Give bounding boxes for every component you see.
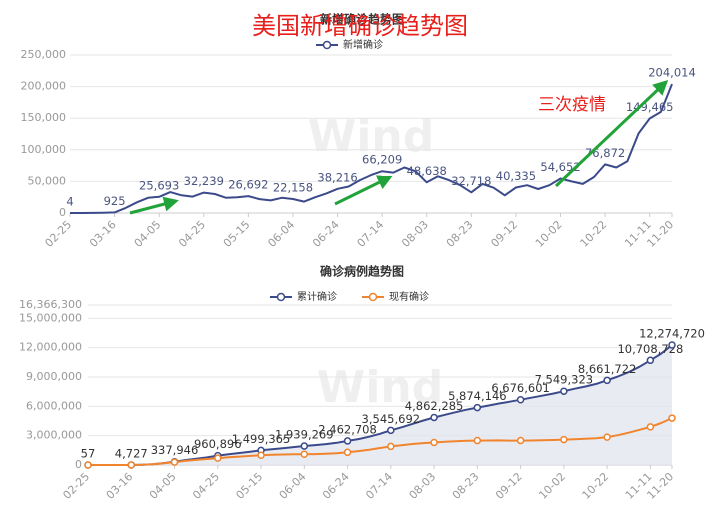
point — [343, 437, 352, 445]
data-label: 1,499,365 — [232, 432, 291, 446]
legend-marker — [368, 292, 378, 302]
point — [84, 461, 92, 469]
point — [668, 414, 676, 422]
data-label: 7,549,323 — [535, 373, 594, 387]
series-line — [70, 83, 673, 214]
watermark: Wind — [317, 362, 443, 413]
legend-label: 新增确诊 — [343, 38, 383, 51]
y-tick-label: 100,000 — [21, 143, 67, 156]
data-label: 57 — [81, 446, 96, 460]
data-label: 25,693 — [139, 178, 179, 192]
point — [516, 395, 525, 404]
legend-marker — [322, 40, 332, 50]
data-label: 38,216 — [317, 170, 357, 184]
data-label: 2,462,708 — [318, 422, 377, 436]
point — [603, 376, 611, 385]
data-label: 32,239 — [184, 174, 224, 188]
y-tick-label: 12,000,000 — [19, 341, 82, 354]
chart-title: 确诊病例趋势图 — [320, 264, 404, 279]
point — [473, 436, 482, 445]
legend-label: 累计确诊 — [297, 290, 337, 303]
data-label: 1,939,269 — [275, 428, 334, 442]
point — [257, 451, 265, 459]
data-label: 26,692 — [228, 178, 268, 192]
point — [387, 442, 395, 451]
data-label: 12,274,720 — [639, 327, 705, 341]
y-tick-label: 16,366,300 — [19, 298, 82, 311]
point — [170, 458, 179, 466]
point — [646, 423, 655, 431]
point — [300, 450, 309, 458]
y-tick-label: 50,000 — [28, 174, 67, 187]
y-tick-label: 250,000 — [21, 48, 67, 61]
legend-label: 现有确诊 — [389, 290, 429, 303]
point — [214, 454, 222, 462]
point — [430, 438, 438, 447]
data-label: 960,896 — [194, 437, 242, 451]
y-tick-label: 150,000 — [21, 111, 67, 124]
data-label: 4,862,285 — [405, 399, 464, 413]
point — [603, 433, 611, 441]
data-label: 4 — [66, 194, 73, 208]
data-label: 4,727 — [115, 446, 148, 460]
y-tick-label: 9,000,000 — [26, 370, 82, 383]
y-tick-label: 0 — [75, 458, 82, 471]
annotation: 三次疫情 — [538, 95, 606, 115]
y-tick-label: 200,000 — [21, 80, 67, 93]
arrows — [129, 79, 669, 215]
area — [88, 345, 672, 465]
data-label: 40,335 — [496, 169, 536, 183]
arrow — [129, 196, 179, 215]
y-tick-label: 3,000,000 — [26, 429, 82, 442]
data-label: 3,545,692 — [362, 412, 421, 426]
series-line — [88, 417, 673, 466]
data-label: 22,158 — [273, 180, 313, 194]
y-tick-label: 0 — [59, 206, 66, 219]
data-label: 204,014 — [648, 66, 696, 80]
data-label: 337,946 — [151, 443, 199, 457]
watermark: Wind — [308, 111, 434, 162]
data-label: 8,661,722 — [578, 362, 637, 376]
point — [473, 403, 482, 412]
point — [387, 426, 395, 435]
point — [430, 413, 438, 422]
y-tick-label: 6,000,000 — [26, 399, 82, 412]
data-label: 6,676,601 — [491, 381, 550, 395]
data-label: 10,708,728 — [617, 342, 683, 356]
data-label: 32,718 — [451, 174, 491, 188]
point — [516, 436, 525, 445]
point — [668, 341, 676, 349]
arrow — [554, 79, 669, 188]
point — [646, 356, 655, 365]
data-label: 48,638 — [407, 164, 447, 178]
annotation: 美国新增确诊趋势图 — [252, 12, 468, 40]
data-label: 925 — [104, 194, 126, 208]
data-label: 5,874,146 — [448, 389, 507, 403]
chart-title: 新增确诊趋势图 — [320, 12, 404, 27]
legend-marker — [276, 292, 286, 302]
point — [560, 435, 568, 444]
point — [127, 461, 136, 469]
y-tick-label: 15,000,000 — [19, 311, 82, 324]
point — [300, 442, 309, 450]
arrow — [334, 175, 393, 206]
data-label: 66,209 — [362, 153, 402, 167]
point — [343, 448, 352, 457]
point — [560, 387, 568, 395]
